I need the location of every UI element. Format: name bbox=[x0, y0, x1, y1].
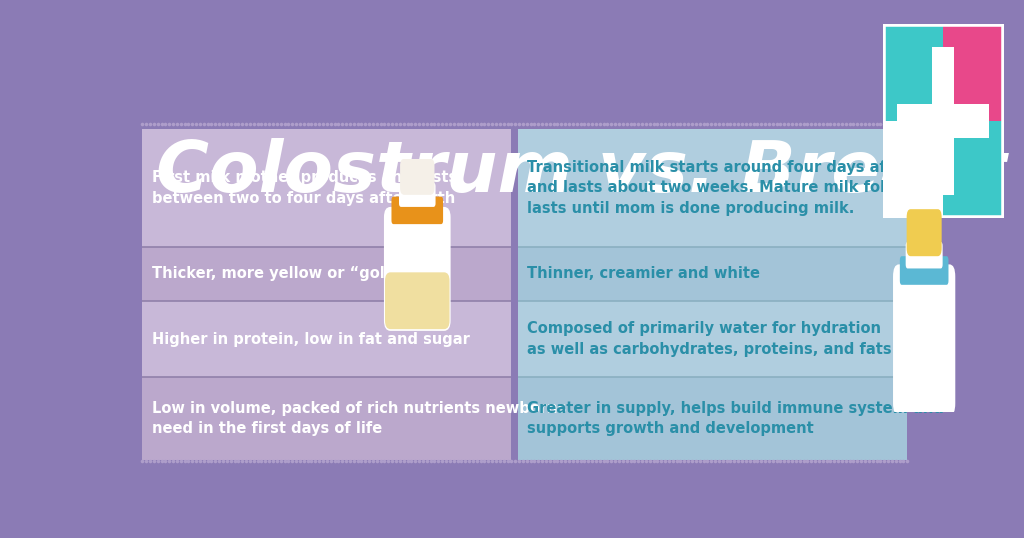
Bar bbox=[943, 121, 1004, 218]
Bar bbox=[883, 121, 943, 218]
FancyBboxPatch shape bbox=[518, 247, 907, 301]
Bar bbox=[932, 47, 954, 195]
FancyBboxPatch shape bbox=[896, 266, 954, 417]
FancyBboxPatch shape bbox=[386, 207, 449, 334]
FancyBboxPatch shape bbox=[399, 183, 435, 207]
Text: Transitional milk starts around four days after birth
and lasts about two weeks.: Transitional milk starts around four day… bbox=[527, 160, 958, 216]
FancyBboxPatch shape bbox=[391, 196, 443, 224]
FancyBboxPatch shape bbox=[385, 272, 450, 329]
Text: Low in volume, packed of rich nutrients newborns
need in the first days of life: Low in volume, packed of rich nutrients … bbox=[152, 401, 566, 436]
FancyBboxPatch shape bbox=[518, 377, 907, 460]
Text: First milk mother produces and lasts
between two to four days after birth: First milk mother produces and lasts bet… bbox=[152, 170, 457, 206]
FancyBboxPatch shape bbox=[142, 129, 511, 247]
FancyBboxPatch shape bbox=[905, 242, 943, 268]
FancyBboxPatch shape bbox=[384, 207, 451, 331]
Text: Higher in protein, low in fat and sugar: Higher in protein, low in fat and sugar bbox=[152, 331, 470, 346]
Text: Thinner, creamier and white: Thinner, creamier and white bbox=[527, 266, 760, 281]
Text: Greater in supply, helps build immune system and
supports growth and development: Greater in supply, helps build immune sy… bbox=[527, 401, 944, 436]
FancyBboxPatch shape bbox=[142, 377, 511, 460]
FancyBboxPatch shape bbox=[518, 129, 907, 247]
Text: Composed of primarily water for hydration
as well as carbohydrates, proteins, an: Composed of primarily water for hydratio… bbox=[527, 321, 892, 357]
FancyBboxPatch shape bbox=[906, 209, 942, 256]
FancyBboxPatch shape bbox=[142, 301, 511, 377]
FancyBboxPatch shape bbox=[142, 247, 511, 301]
Text: Colostrum vs. Breast Milk: Colostrum vs. Breast Milk bbox=[156, 138, 1024, 207]
FancyBboxPatch shape bbox=[900, 256, 948, 285]
FancyBboxPatch shape bbox=[518, 301, 907, 377]
Text: Thicker, more yellow or “gold”: Thicker, more yellow or “gold” bbox=[152, 266, 404, 281]
FancyBboxPatch shape bbox=[893, 264, 955, 416]
FancyBboxPatch shape bbox=[400, 159, 434, 195]
Bar bbox=[897, 104, 989, 138]
Bar bbox=[883, 24, 943, 121]
Bar bbox=[943, 24, 1004, 121]
